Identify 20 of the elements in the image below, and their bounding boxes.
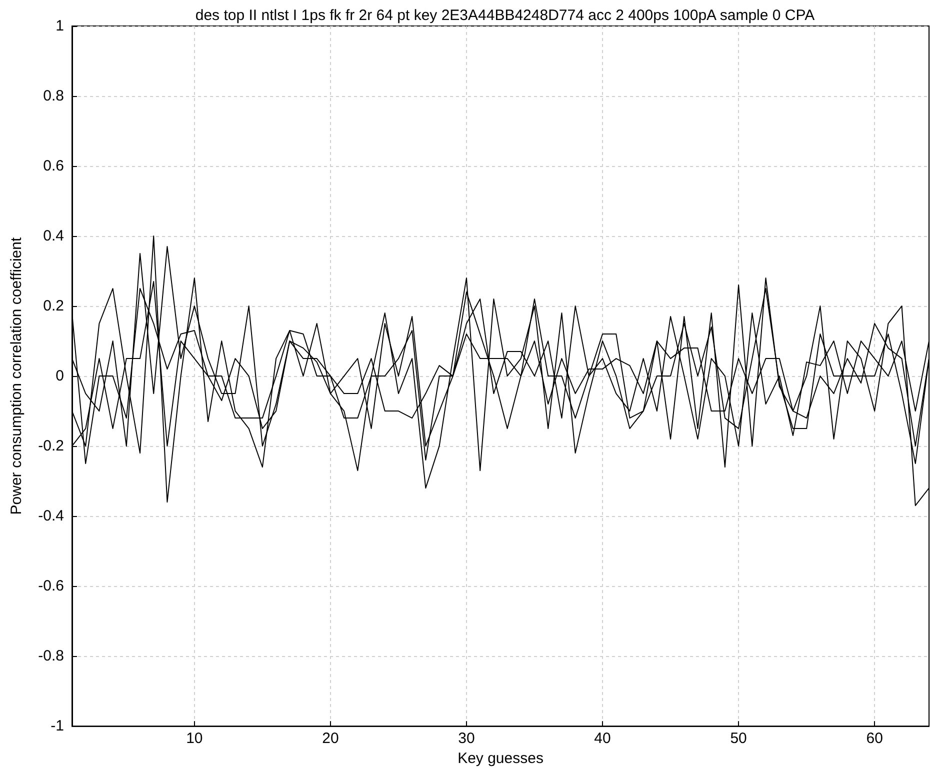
x-tick-label: 40 (594, 730, 611, 748)
y-tick-label: 0.6 (43, 158, 64, 175)
x-tick-label: 10 (186, 730, 203, 748)
y-axis-title: Power consumption correlation coefficient (8, 236, 25, 515)
x-tick-label: 50 (730, 730, 747, 748)
x-tick-label: 30 (458, 730, 475, 748)
chart-title: des top II ntlst I 1ps fk fr 2r 64 pt key 2E3A44BB4248D774 acc 2 400ps 100pA sample 0 CPA (195, 7, 815, 24)
y-tick-label: -0.6 (38, 578, 64, 595)
y-tick-label: -0.2 (38, 438, 64, 455)
y-tick-label: -0.4 (38, 508, 64, 525)
y-tick-label: 0 (56, 368, 64, 385)
y-tick-label: 0.2 (43, 298, 64, 315)
x-tick-label: 60 (866, 730, 883, 748)
y-tick-label: 1 (56, 18, 64, 34)
x-axis-title: Key guesses (458, 750, 544, 767)
y-tick-label: -0.8 (38, 648, 64, 665)
y-tick-label: -1 (50, 718, 64, 735)
x-tick-label: 20 (322, 730, 339, 748)
y-tick-label: 0.4 (43, 228, 64, 245)
y-tick-label: 0.8 (43, 88, 64, 105)
